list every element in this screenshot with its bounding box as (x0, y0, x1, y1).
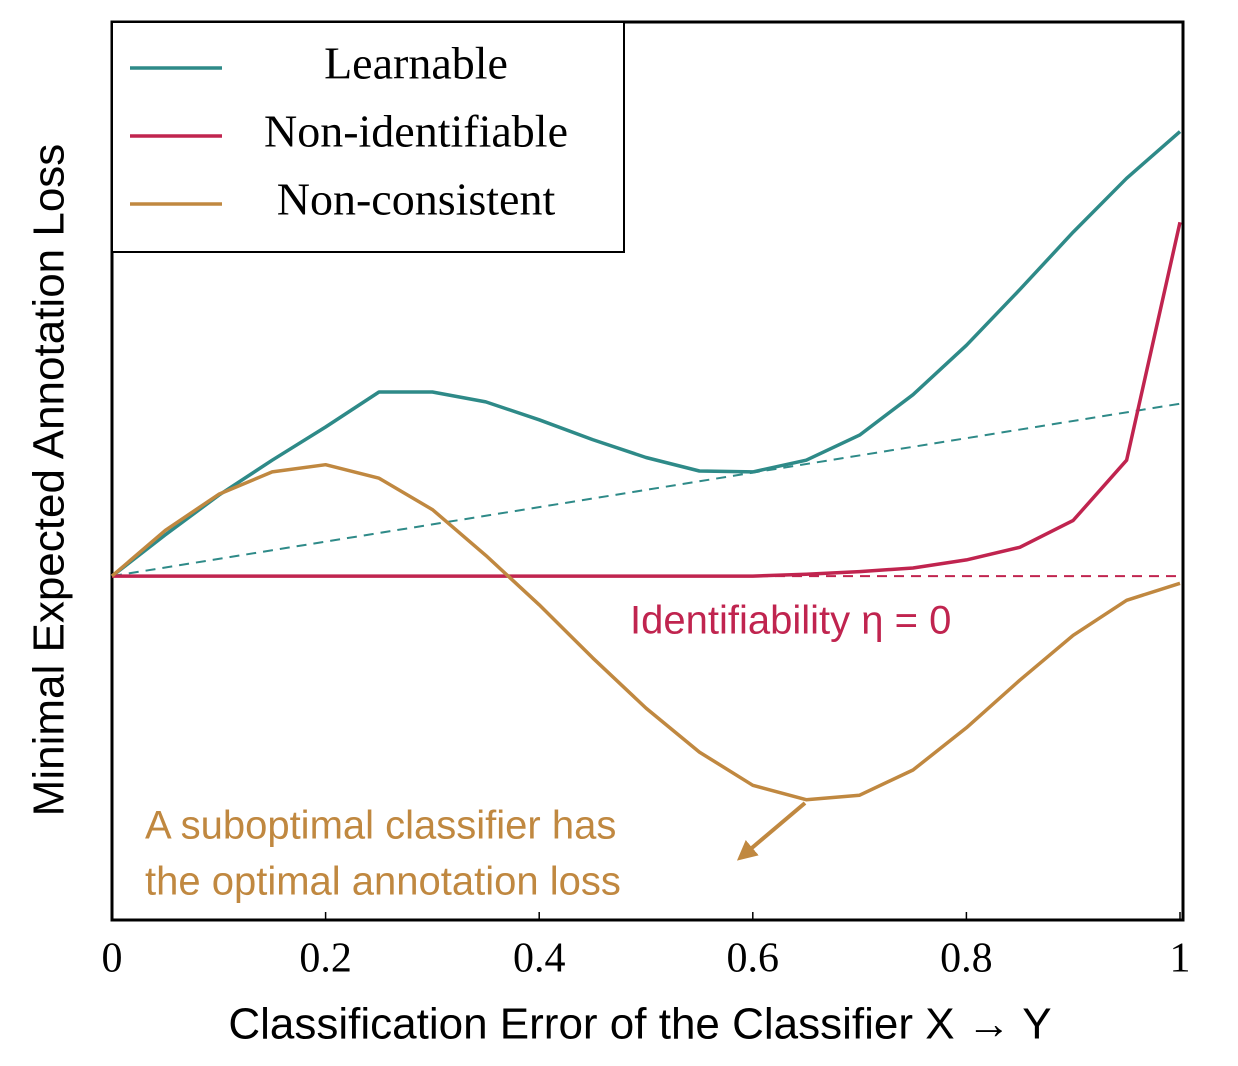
x-tick-label: 1 (1170, 936, 1191, 982)
y-axis-label: Minimal Expected Annotation Loss (25, 144, 74, 817)
x-tick-label: 0.8 (940, 936, 993, 982)
legend-label: Non-consistent (277, 174, 556, 225)
x-tick-label: 0.2 (299, 936, 352, 982)
series-line (110, 462, 1181, 802)
annotation-arrow (736, 801, 807, 861)
annotation: A suboptimal classifier has (145, 804, 616, 848)
annotation: the optimal annotation loss (145, 860, 621, 904)
series-line (112, 221, 1182, 578)
legend-label: Non-identifiable (264, 106, 568, 157)
plot-frame (110, 20, 1185, 922)
series-line (110, 130, 1182, 578)
annotation: Identifiability η = 0 (630, 599, 951, 643)
x-tick-label: 0.6 (727, 936, 780, 982)
x-tick-label: 0 (102, 936, 123, 982)
x-axis-label: Classification Error of the Classifier X… (228, 1000, 1051, 1049)
legend-label: Learnable (324, 38, 508, 89)
x-tick-label: 0.4 (513, 936, 566, 982)
reference-line (111, 402, 1181, 578)
